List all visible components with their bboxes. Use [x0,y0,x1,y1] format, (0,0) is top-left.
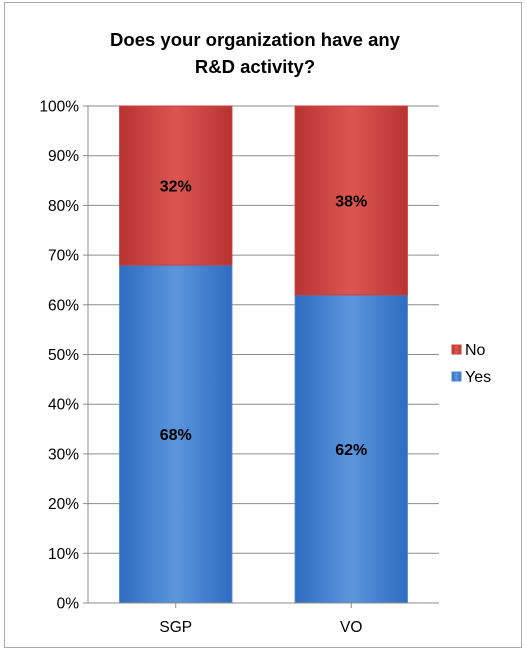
chart-title: Does your organization have any R&D acti… [110,29,400,77]
bar-no-vo [294,105,408,296]
x-tick-label: VO [340,619,362,636]
y-tick-label: 70% [48,248,79,265]
x-tick-label: SGP [159,619,192,636]
y-tick-label: 40% [48,397,79,414]
data-label: 62% [335,442,367,459]
y-tick-label: 60% [48,297,79,314]
data-label: 38% [335,193,367,210]
y-tick-label: 100% [39,99,79,116]
legend-label-yes: Yes [465,369,491,386]
y-tick-label: 80% [48,198,79,215]
legend-swatch-yes [451,371,462,382]
chart-frame [4,2,522,648]
bar-no-sgp [119,105,233,266]
y-tick-label: 20% [48,496,79,513]
y-tick-label: 90% [48,148,79,165]
legend-swatch-no [451,344,462,355]
data-label: 32% [160,179,192,196]
data-label: 68% [160,427,192,444]
y-tick-label: 50% [48,347,79,364]
y-tick-label: 0% [57,596,80,613]
y-tick-label: 10% [48,546,79,563]
bar-yes-sgp [119,264,233,604]
legend-label-no: No [465,342,486,359]
y-tick-label: 30% [48,446,79,463]
